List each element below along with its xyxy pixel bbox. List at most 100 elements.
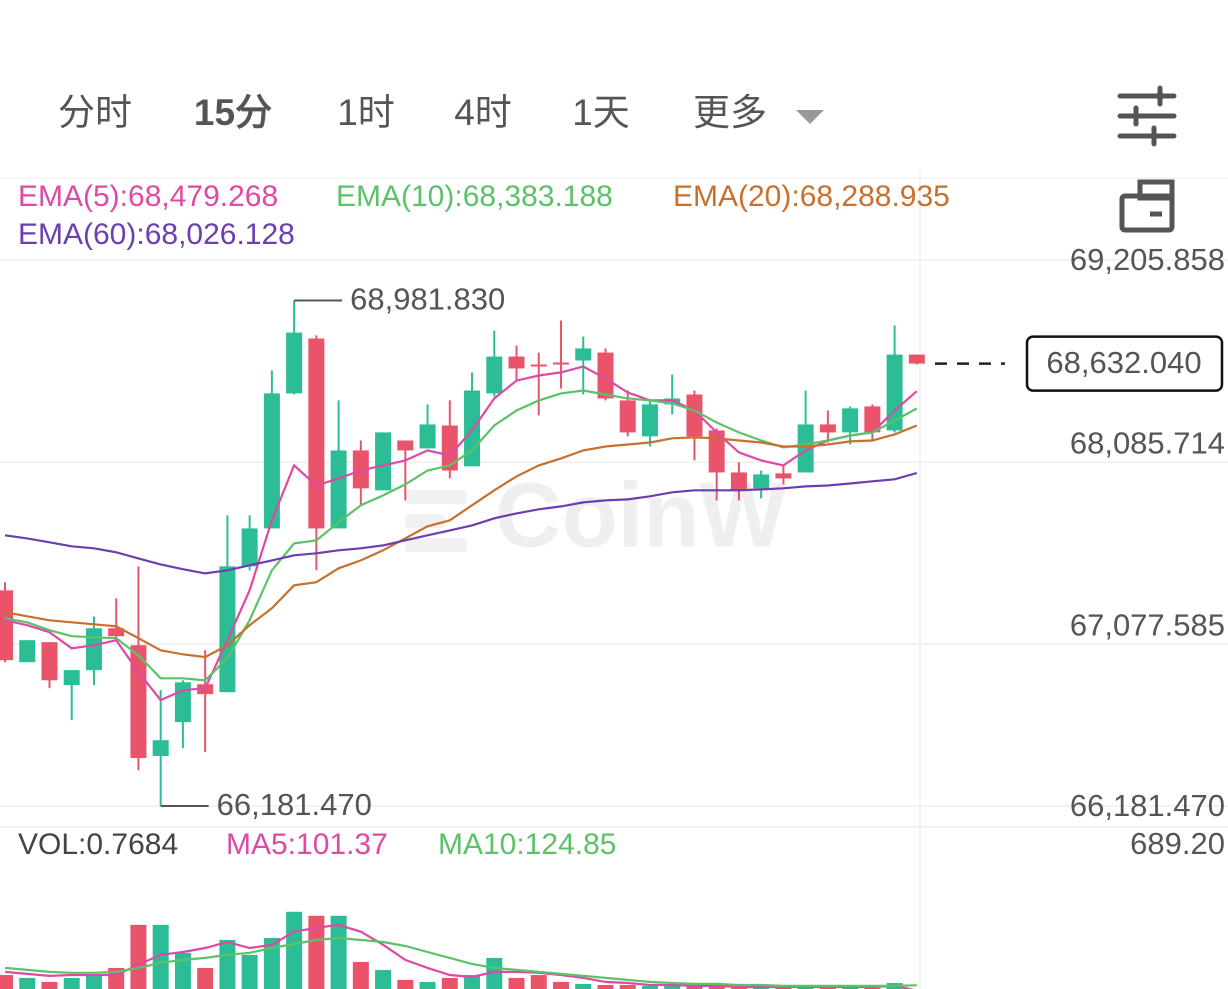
candle-body	[775, 473, 792, 479]
dropdown-arrow[interactable]	[796, 110, 824, 124]
candle-body	[486, 356, 503, 394]
annotation-label: 66,181.470	[217, 787, 372, 822]
settings-icon[interactable]	[1117, 85, 1177, 147]
volume-bar	[686, 985, 703, 989]
volume-bar	[19, 977, 36, 989]
watermark-logo	[405, 514, 445, 528]
volume-bar	[174, 952, 191, 989]
y-tick-label: 68,085.714	[1070, 425, 1225, 460]
chart-tool-icon[interactable]	[1119, 179, 1175, 233]
legend-entry: EMA(20):68,288.935	[673, 180, 950, 213]
volume-bar	[553, 981, 569, 989]
candle-body	[308, 338, 325, 529]
candle-body	[597, 352, 614, 399]
ema-line	[4, 424, 918, 659]
volume-bar	[263, 937, 280, 989]
annotation-label: 68,981.830	[350, 282, 505, 317]
volume-bar	[352, 961, 369, 989]
volume-bar	[464, 975, 481, 989]
y-tick-label: 69,205.858	[1070, 242, 1225, 277]
volume-bar	[775, 987, 792, 989]
tab[interactable]: 1天	[572, 92, 630, 133]
candle-body	[553, 362, 569, 365]
volume-bar	[486, 957, 503, 989]
y-tick-label: 66,181.470	[1070, 788, 1225, 823]
volume-bar	[708, 987, 725, 989]
candle-body	[152, 740, 169, 757]
volume-bar	[308, 915, 325, 989]
last-price-box	[1025, 335, 1224, 392]
y-tick-label: 67,077.585	[1070, 607, 1225, 642]
volume-bar	[730, 987, 747, 989]
watermark-logo	[405, 490, 467, 504]
candle-body	[419, 424, 436, 449]
volume-bar	[197, 967, 214, 989]
candle-body	[575, 348, 592, 361]
volume-ma-line	[4, 936, 917, 987]
volume-bar	[152, 924, 169, 989]
candle-body	[130, 645, 147, 759]
candle-body	[85, 628, 102, 671]
volume-bar	[753, 987, 770, 989]
volume-ma-line	[4, 923, 915, 989]
candle-body	[19, 640, 36, 663]
candle-body	[41, 642, 58, 681]
volume-bar	[575, 983, 592, 989]
volume-bar	[664, 985, 681, 989]
candle-body	[263, 393, 280, 529]
volume-bar	[330, 915, 347, 989]
volume-bar	[41, 981, 58, 989]
legend-entry: EMA(5):68,479.268	[18, 180, 278, 213]
candle-body	[708, 430, 725, 473]
candle-body	[286, 332, 303, 394]
volume-bar	[375, 969, 392, 989]
volume-bar	[508, 977, 525, 989]
ema-line	[4, 389, 918, 682]
volume-bar	[241, 954, 258, 989]
icon-stroke	[1137, 179, 1175, 201]
tab[interactable]: 15分	[194, 92, 272, 133]
candle-body	[108, 628, 125, 637]
watermark-logo	[405, 538, 467, 552]
volume-bar	[85, 975, 102, 989]
candle-body	[330, 450, 347, 529]
candle-body	[508, 356, 525, 369]
candle-body	[397, 440, 414, 451]
volume-bar	[441, 977, 458, 989]
candle-body	[686, 394, 703, 437]
volume-bar	[619, 985, 636, 989]
volume-bar	[219, 939, 236, 989]
tab[interactable]: 4时	[454, 92, 512, 133]
volume-bar	[864, 987, 881, 989]
legend-entry: EMA(60):68,026.128	[18, 218, 295, 251]
volume-bar	[819, 987, 836, 989]
volume-bar	[63, 977, 80, 989]
candle-body	[619, 400, 636, 433]
candle-body	[886, 354, 903, 431]
volume-bar	[641, 985, 658, 989]
volume-bar	[0, 975, 13, 989]
candle-body	[730, 472, 747, 491]
candle-body	[842, 408, 859, 433]
volume-bar	[397, 979, 414, 989]
volume-bar	[419, 981, 436, 989]
tab[interactable]: 分时	[58, 92, 132, 133]
legend-entry: MA10:124.85	[438, 828, 616, 861]
volume-bar	[597, 985, 614, 989]
legend-entry: EMA(10):68,383.188	[336, 180, 613, 213]
tab[interactable]: 1时	[337, 92, 395, 133]
candle-body	[864, 406, 881, 433]
candle-body	[63, 670, 80, 686]
candle-body	[0, 590, 13, 661]
tab[interactable]: 更多	[693, 92, 767, 133]
candle-body	[908, 354, 925, 364]
last-price-label: 68,632.040	[1046, 345, 1201, 380]
volume-bar	[286, 911, 303, 989]
candle-body	[797, 424, 814, 473]
candle-body	[530, 364, 547, 367]
volume-bar	[130, 924, 147, 989]
volume-bar	[530, 975, 547, 989]
